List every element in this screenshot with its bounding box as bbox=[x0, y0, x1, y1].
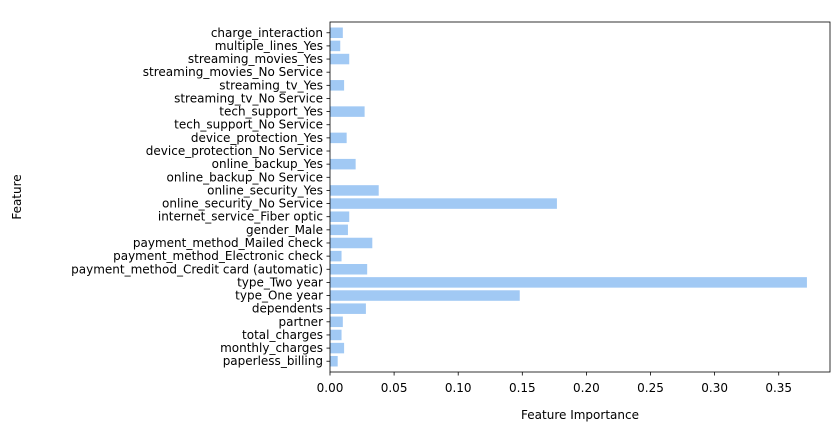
bar bbox=[330, 106, 365, 117]
bar bbox=[330, 264, 368, 275]
y-tick-label: device_protection_No Service bbox=[146, 144, 323, 158]
y-tick-label: payment_method_Electronic check bbox=[113, 249, 323, 263]
y-tick-label: tech_support_No Service bbox=[174, 118, 323, 132]
y-tick-label: payment_method_Mailed check bbox=[133, 236, 323, 250]
y-axis-label: Feature bbox=[10, 174, 24, 219]
bar bbox=[330, 250, 342, 262]
bar bbox=[330, 237, 373, 249]
x-tick-label: 0.35 bbox=[765, 381, 792, 395]
y-tick-label: device_protection_Yes bbox=[191, 131, 323, 145]
y-tick-label: payment_method_Credit card (automatic) bbox=[71, 262, 323, 276]
y-tick-label: online_backup_No Service bbox=[167, 170, 323, 184]
x-tick-group: 0.00 0.05 0.10 0.15 0.20 0.25 0.30 0.35 bbox=[317, 372, 792, 395]
y-tick-label: streaming_tv_Yes bbox=[219, 78, 323, 92]
bar bbox=[330, 185, 379, 196]
bar bbox=[330, 303, 366, 314]
bar bbox=[330, 158, 356, 170]
y-tick-label: multiple_lines_Yes bbox=[215, 39, 323, 53]
y-tick-label: tech_support_Yes bbox=[219, 105, 323, 119]
bar bbox=[330, 40, 341, 52]
y-tick-label: online_security_Yes bbox=[207, 183, 323, 197]
x-tick-label: 0.25 bbox=[637, 381, 664, 395]
y-tick-label: streaming_movies_No Service bbox=[143, 65, 323, 79]
plot-frame bbox=[329, 21, 831, 373]
y-tick-label: internet_service_Fiber optic bbox=[158, 210, 323, 224]
y-tick-label: type_One year bbox=[235, 289, 323, 303]
bar bbox=[330, 132, 347, 144]
y-tick-label: gender_Male bbox=[246, 223, 323, 237]
bar bbox=[330, 224, 348, 236]
bar bbox=[330, 211, 350, 222]
x-tick-label: 0.10 bbox=[445, 381, 472, 395]
y-tick-label: monthly_charges bbox=[220, 341, 323, 355]
x-tick-label: 0.15 bbox=[509, 381, 536, 395]
y-tick-label: online_security_No Service bbox=[162, 197, 323, 211]
bar bbox=[330, 53, 350, 65]
bar bbox=[330, 290, 520, 301]
y-tick-label: streaming_tv_No Service bbox=[174, 91, 323, 105]
bar bbox=[330, 342, 345, 354]
x-axis-label: Feature Importance bbox=[521, 408, 639, 422]
bar bbox=[330, 27, 343, 39]
x-tick-label: 0.00 bbox=[317, 381, 344, 395]
y-tick-label: partner bbox=[278, 315, 323, 329]
y-tick-group: paperless_billingmonthly_chargestotal_ch… bbox=[71, 26, 330, 368]
y-tick-label: streaming_movies_Yes bbox=[188, 52, 323, 66]
x-tick-label: 0.05 bbox=[381, 381, 408, 395]
y-tick-label: total_charges bbox=[242, 328, 323, 342]
y-tick-label: dependents bbox=[252, 302, 323, 316]
x-tick-label: 0.30 bbox=[701, 381, 728, 395]
bar bbox=[330, 277, 807, 288]
y-tick-label: type_Two year bbox=[237, 275, 323, 289]
bar bbox=[330, 316, 343, 328]
bar bbox=[330, 329, 342, 341]
y-tick-label: charge_interaction bbox=[211, 26, 323, 40]
bar bbox=[330, 198, 557, 209]
bar bbox=[330, 355, 338, 367]
y-tick-label: online_backup_Yes bbox=[212, 157, 323, 171]
bar bbox=[330, 80, 345, 91]
x-tick-label: 0.20 bbox=[573, 381, 600, 395]
y-tick-label: paperless_billing bbox=[223, 354, 323, 368]
bars-group bbox=[330, 27, 807, 367]
